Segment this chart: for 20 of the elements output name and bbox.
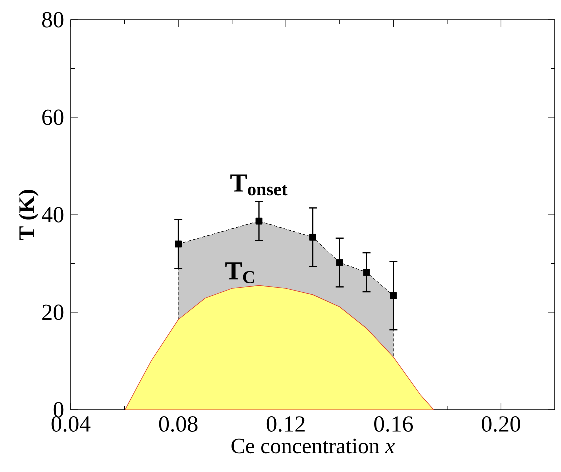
point bbox=[175, 240, 182, 248]
x-axis-title: Ce concentration x bbox=[232, 438, 395, 454]
y-tick-label: 60 bbox=[42, 110, 64, 126]
point bbox=[363, 269, 370, 276]
y-tick-label: 20 bbox=[42, 304, 64, 320]
x-tick-label: 0.04 bbox=[52, 416, 91, 432]
series-label: T$_{onset}$ bbox=[230, 174, 288, 196]
y-tick-label: 40 bbox=[42, 207, 64, 223]
x-tick-label: 0.16 bbox=[374, 416, 414, 432]
y-tick-label: 0 bbox=[54, 402, 64, 418]
x-tick-label: 0.12 bbox=[266, 416, 305, 432]
point bbox=[390, 292, 398, 300]
y-axis-title: T (K) bbox=[18, 190, 39, 241]
series-label: T$_{C}$ bbox=[226, 262, 254, 284]
point bbox=[310, 234, 316, 241]
point bbox=[256, 218, 263, 225]
point bbox=[336, 259, 344, 266]
x-tick-label: 0.08 bbox=[159, 416, 198, 432]
y-tick-label: 80 bbox=[42, 12, 64, 28]
x-tick-label: 0.20 bbox=[482, 416, 520, 432]
